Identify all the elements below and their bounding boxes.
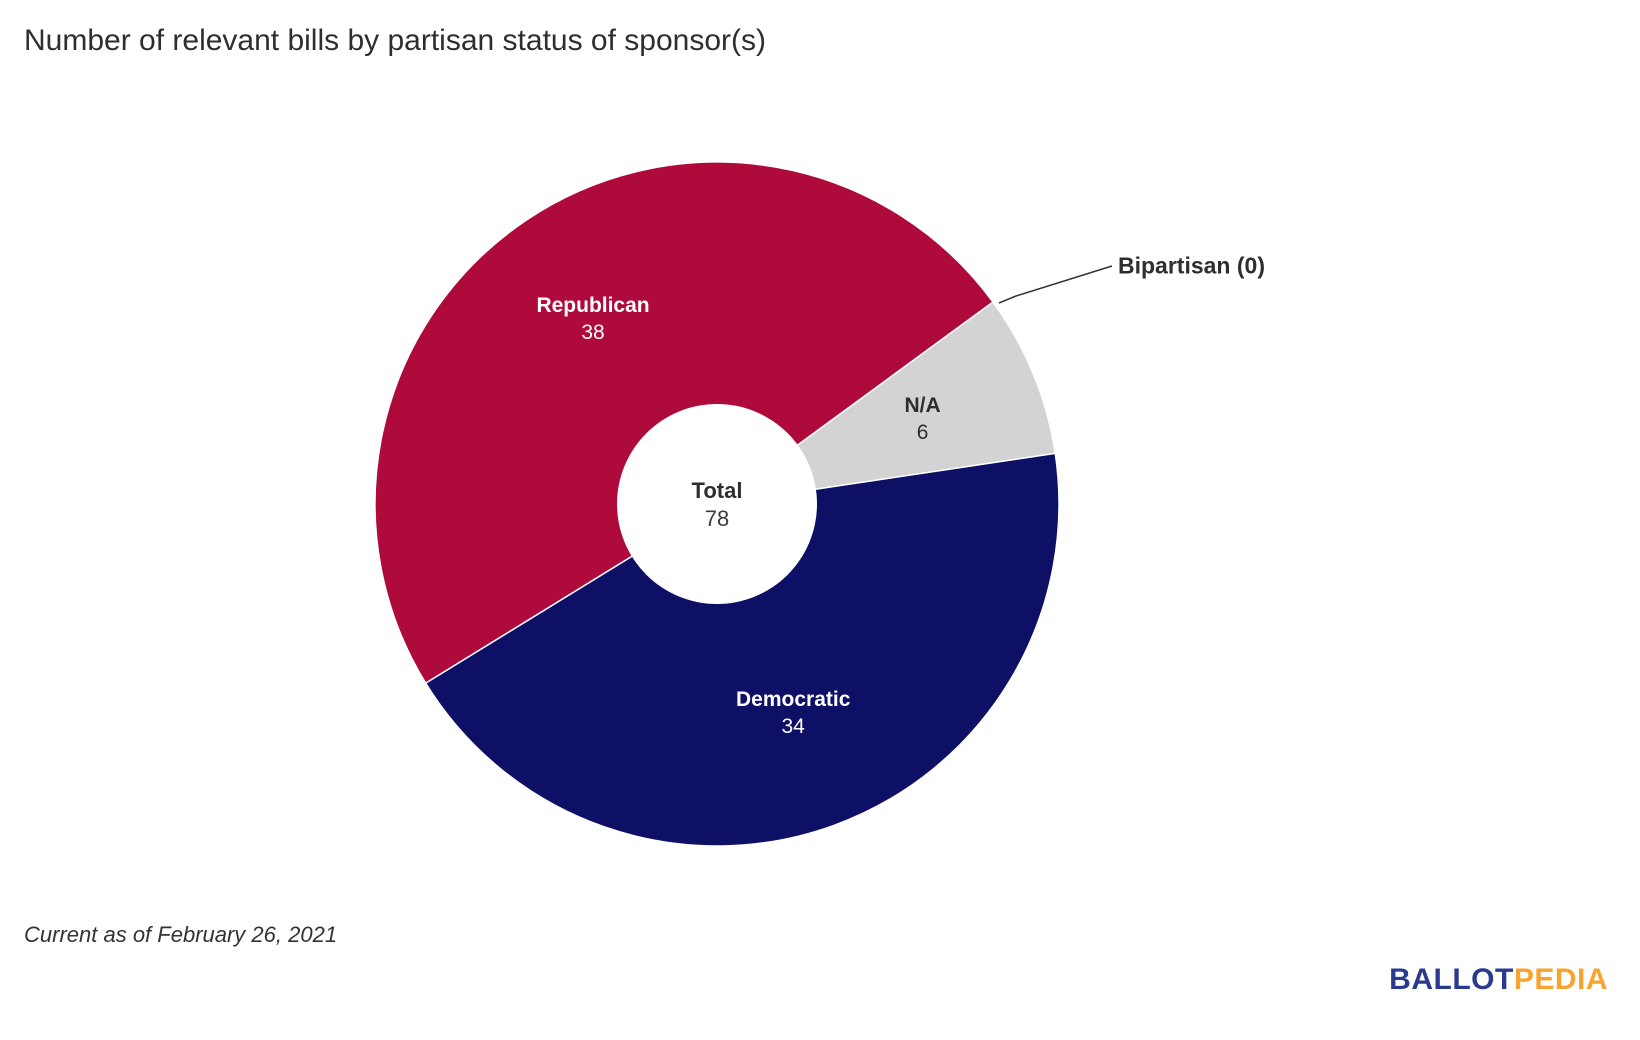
pie-slice-democratic[interactable]	[424, 452, 1060, 847]
ballotpedia-logo: BALLOTPEDIA	[1389, 963, 1608, 997]
callout-leader-line	[998, 265, 1113, 304]
chart-title: Number of relevant bills by partisan sta…	[24, 24, 766, 57]
logo-pedia-text: PEDIA	[1513, 963, 1608, 996]
footnote: Current as of February 26, 2021	[24, 922, 338, 947]
logo-ballot-text: BALLOT	[1389, 963, 1514, 996]
donut-hole	[617, 404, 817, 604]
